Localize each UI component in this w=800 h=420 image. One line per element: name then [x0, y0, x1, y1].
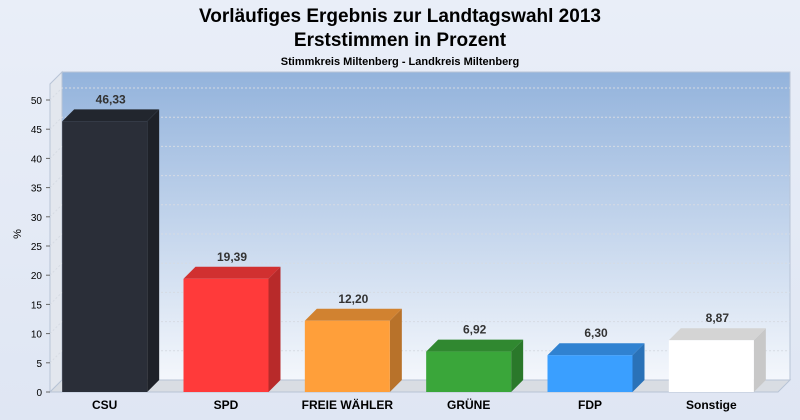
- chart-subtitle: Stimmkreis Miltenberg - Landkreis Milten…: [281, 56, 519, 68]
- grid-line: [49, 87, 790, 101]
- bar-top: [62, 109, 160, 122]
- bar-front: [304, 320, 390, 392]
- bar-csu: 46,33: [62, 92, 160, 392]
- grid-line: [49, 291, 790, 305]
- chart-title-line-2: Erststimmen in Prozent: [294, 30, 507, 51]
- grid-lines: [49, 87, 790, 364]
- bar-value-label: 8,87: [706, 311, 730, 325]
- y-tick-label: 40: [31, 154, 43, 165]
- y-tick-label: 50: [31, 96, 43, 107]
- bar-side: [389, 308, 402, 392]
- bars: 46,33 19,39 12,20 6,92 6,30 8,87: [62, 92, 766, 392]
- y-tick-label: 35: [31, 184, 43, 195]
- bar-side: [147, 109, 160, 392]
- y-tick-label: 15: [31, 300, 43, 311]
- y-axis-ticks: 0 5 10 15 20 25 30 35 40 45 50: [31, 96, 50, 399]
- grid-line: [49, 321, 790, 334]
- x-category-label: FREIE WÄHLER: [302, 397, 394, 412]
- x-category-label: SPD: [214, 398, 239, 412]
- y-tick-label: 25: [31, 242, 43, 253]
- bar-front: [668, 340, 754, 392]
- bar-fdp: 6,30: [547, 326, 645, 392]
- grid-line: [49, 262, 790, 276]
- bar-front: [547, 355, 633, 392]
- bar-front: [183, 278, 269, 392]
- bar-top: [668, 328, 766, 341]
- grid-line: [49, 145, 790, 159]
- chart-title: Vorläufiges Ergebnis zur Landtagswahl 20…: [199, 6, 601, 27]
- bar-top: [304, 308, 402, 321]
- bar-value-label: 46,33: [96, 92, 126, 106]
- grid-line: [49, 116, 790, 130]
- bar-value-label: 19,39: [217, 250, 247, 264]
- bar-freie-w-hler: 12,20: [304, 292, 402, 392]
- y-tick-label: 45: [31, 125, 43, 136]
- bar-gr-ne: 6,92: [426, 323, 524, 392]
- bar-value-label: 6,92: [463, 323, 487, 337]
- y-tick-label: 10: [31, 330, 43, 341]
- y-tick-label: 30: [31, 213, 43, 224]
- bar-front: [62, 121, 148, 392]
- bar-front: [426, 351, 512, 392]
- bar-top: [547, 343, 645, 356]
- bar-side: [632, 343, 645, 392]
- bar-side: [511, 339, 524, 392]
- y-tick-label: 5: [36, 359, 42, 370]
- bar-side: [268, 266, 281, 392]
- x-axis-labels: CSU SPD FREIE WÄHLER GRÜNE FDP Sonstige: [92, 397, 737, 412]
- bar-sonstige: 8,87: [668, 311, 766, 392]
- x-category-label: Sonstige: [686, 398, 737, 412]
- grid-line: [49, 233, 790, 247]
- bar-value-label: 6,30: [584, 326, 608, 340]
- bar-top: [183, 266, 281, 279]
- x-category-label: FDP: [578, 398, 602, 412]
- bar-side: [753, 328, 766, 392]
- bar-value-label: 12,20: [338, 292, 368, 306]
- y-tick-label: 20: [31, 271, 43, 282]
- x-category-label: CSU: [92, 398, 117, 412]
- grid-line: [49, 204, 790, 218]
- y-axis-label: %: [12, 229, 24, 239]
- plot-left-wall: [49, 70, 63, 394]
- x-category-label: GRÜNE: [447, 397, 490, 412]
- grid-line: [49, 175, 790, 188]
- bar-top: [426, 339, 524, 352]
- bar-spd: 19,39: [183, 250, 281, 392]
- y-tick-label: 0: [36, 388, 42, 399]
- grid-line: [49, 350, 790, 364]
